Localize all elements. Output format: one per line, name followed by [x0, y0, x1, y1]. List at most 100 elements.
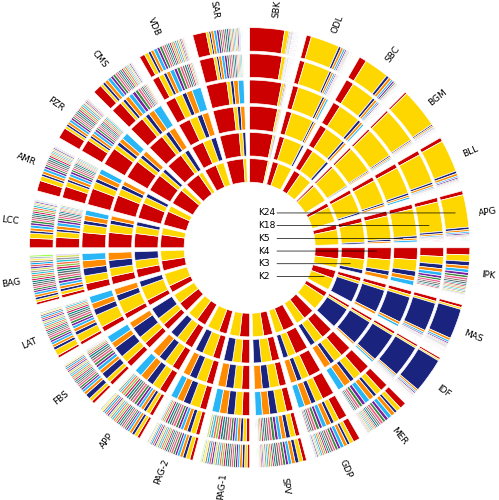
Wedge shape: [308, 207, 335, 229]
Text: VDB: VDB: [146, 16, 162, 38]
Wedge shape: [424, 338, 445, 349]
Wedge shape: [290, 32, 296, 56]
Wedge shape: [384, 387, 405, 408]
Wedge shape: [418, 270, 442, 276]
Wedge shape: [341, 391, 355, 411]
Wedge shape: [182, 38, 190, 60]
Wedge shape: [231, 81, 236, 104]
Wedge shape: [123, 99, 140, 119]
Wedge shape: [112, 330, 134, 348]
Wedge shape: [166, 44, 176, 66]
Wedge shape: [205, 166, 225, 191]
Wedge shape: [78, 370, 97, 387]
Wedge shape: [441, 291, 465, 297]
Wedge shape: [391, 140, 412, 154]
Wedge shape: [145, 84, 159, 104]
Wedge shape: [128, 64, 142, 84]
Wedge shape: [267, 417, 272, 440]
Wedge shape: [144, 52, 159, 75]
Wedge shape: [237, 54, 240, 78]
Wedge shape: [413, 126, 434, 140]
Wedge shape: [283, 58, 288, 81]
Wedge shape: [277, 442, 283, 466]
Wedge shape: [40, 310, 63, 318]
Wedge shape: [235, 418, 239, 442]
Wedge shape: [327, 106, 358, 138]
Wedge shape: [352, 177, 374, 192]
Wedge shape: [59, 128, 85, 150]
Wedge shape: [152, 424, 164, 446]
Wedge shape: [129, 94, 147, 114]
Wedge shape: [284, 58, 290, 81]
Wedge shape: [69, 360, 89, 376]
Wedge shape: [244, 158, 248, 182]
Wedge shape: [49, 156, 71, 166]
Wedge shape: [238, 106, 242, 130]
Wedge shape: [308, 435, 316, 458]
Wedge shape: [132, 92, 149, 112]
Wedge shape: [243, 132, 247, 156]
Wedge shape: [302, 410, 310, 432]
Wedge shape: [120, 69, 135, 89]
Wedge shape: [395, 379, 413, 396]
Wedge shape: [45, 320, 67, 330]
Wedge shape: [57, 270, 81, 276]
Wedge shape: [328, 76, 339, 96]
Wedge shape: [374, 78, 392, 98]
Wedge shape: [141, 86, 156, 106]
Wedge shape: [297, 284, 324, 308]
Wedge shape: [159, 338, 179, 361]
Wedge shape: [32, 212, 55, 218]
Wedge shape: [71, 170, 94, 180]
Wedge shape: [340, 52, 351, 74]
Wedge shape: [234, 107, 240, 130]
Wedge shape: [365, 267, 389, 276]
Wedge shape: [94, 300, 118, 316]
Wedge shape: [82, 253, 106, 261]
Wedge shape: [229, 28, 232, 52]
Wedge shape: [64, 298, 87, 305]
Wedge shape: [282, 442, 288, 465]
Wedge shape: [213, 107, 236, 134]
Wedge shape: [162, 228, 186, 238]
Wedge shape: [241, 340, 250, 363]
Wedge shape: [240, 444, 243, 468]
Wedge shape: [57, 268, 81, 274]
Wedge shape: [239, 132, 244, 156]
Wedge shape: [314, 404, 326, 427]
Wedge shape: [287, 58, 292, 82]
Wedge shape: [203, 440, 210, 464]
Wedge shape: [208, 306, 227, 332]
Wedge shape: [83, 266, 107, 276]
Wedge shape: [289, 358, 302, 381]
Wedge shape: [241, 28, 242, 52]
Wedge shape: [329, 142, 346, 162]
Wedge shape: [375, 164, 397, 179]
Wedge shape: [418, 348, 439, 361]
Wedge shape: [231, 54, 235, 78]
Wedge shape: [426, 334, 448, 344]
Wedge shape: [193, 32, 211, 58]
Wedge shape: [192, 88, 208, 112]
Wedge shape: [30, 222, 54, 228]
Wedge shape: [92, 385, 111, 404]
Wedge shape: [210, 414, 217, 438]
Wedge shape: [149, 422, 161, 444]
Wedge shape: [413, 295, 436, 304]
Wedge shape: [217, 30, 222, 54]
Wedge shape: [329, 76, 340, 97]
Wedge shape: [180, 66, 190, 89]
Wedge shape: [242, 366, 250, 390]
Wedge shape: [302, 319, 322, 342]
Wedge shape: [110, 366, 129, 385]
Wedge shape: [240, 418, 244, 442]
Wedge shape: [395, 380, 412, 396]
Wedge shape: [59, 282, 83, 289]
Text: LAT: LAT: [20, 336, 38, 351]
Wedge shape: [45, 164, 68, 174]
Wedge shape: [394, 240, 417, 242]
Wedge shape: [379, 82, 396, 100]
Wedge shape: [70, 362, 90, 377]
Wedge shape: [100, 392, 117, 410]
Wedge shape: [349, 384, 365, 406]
